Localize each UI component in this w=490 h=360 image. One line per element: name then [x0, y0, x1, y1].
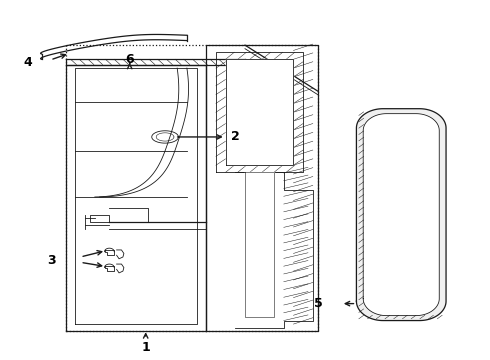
Text: 4: 4	[23, 55, 32, 69]
Text: 1: 1	[141, 341, 150, 354]
Text: 3: 3	[48, 254, 56, 267]
Polygon shape	[356, 109, 446, 320]
Text: 2: 2	[231, 130, 240, 143]
Polygon shape	[245, 172, 274, 317]
Text: 6: 6	[125, 53, 134, 66]
Polygon shape	[225, 59, 294, 165]
Polygon shape	[363, 114, 439, 316]
Text: 5: 5	[314, 297, 322, 310]
